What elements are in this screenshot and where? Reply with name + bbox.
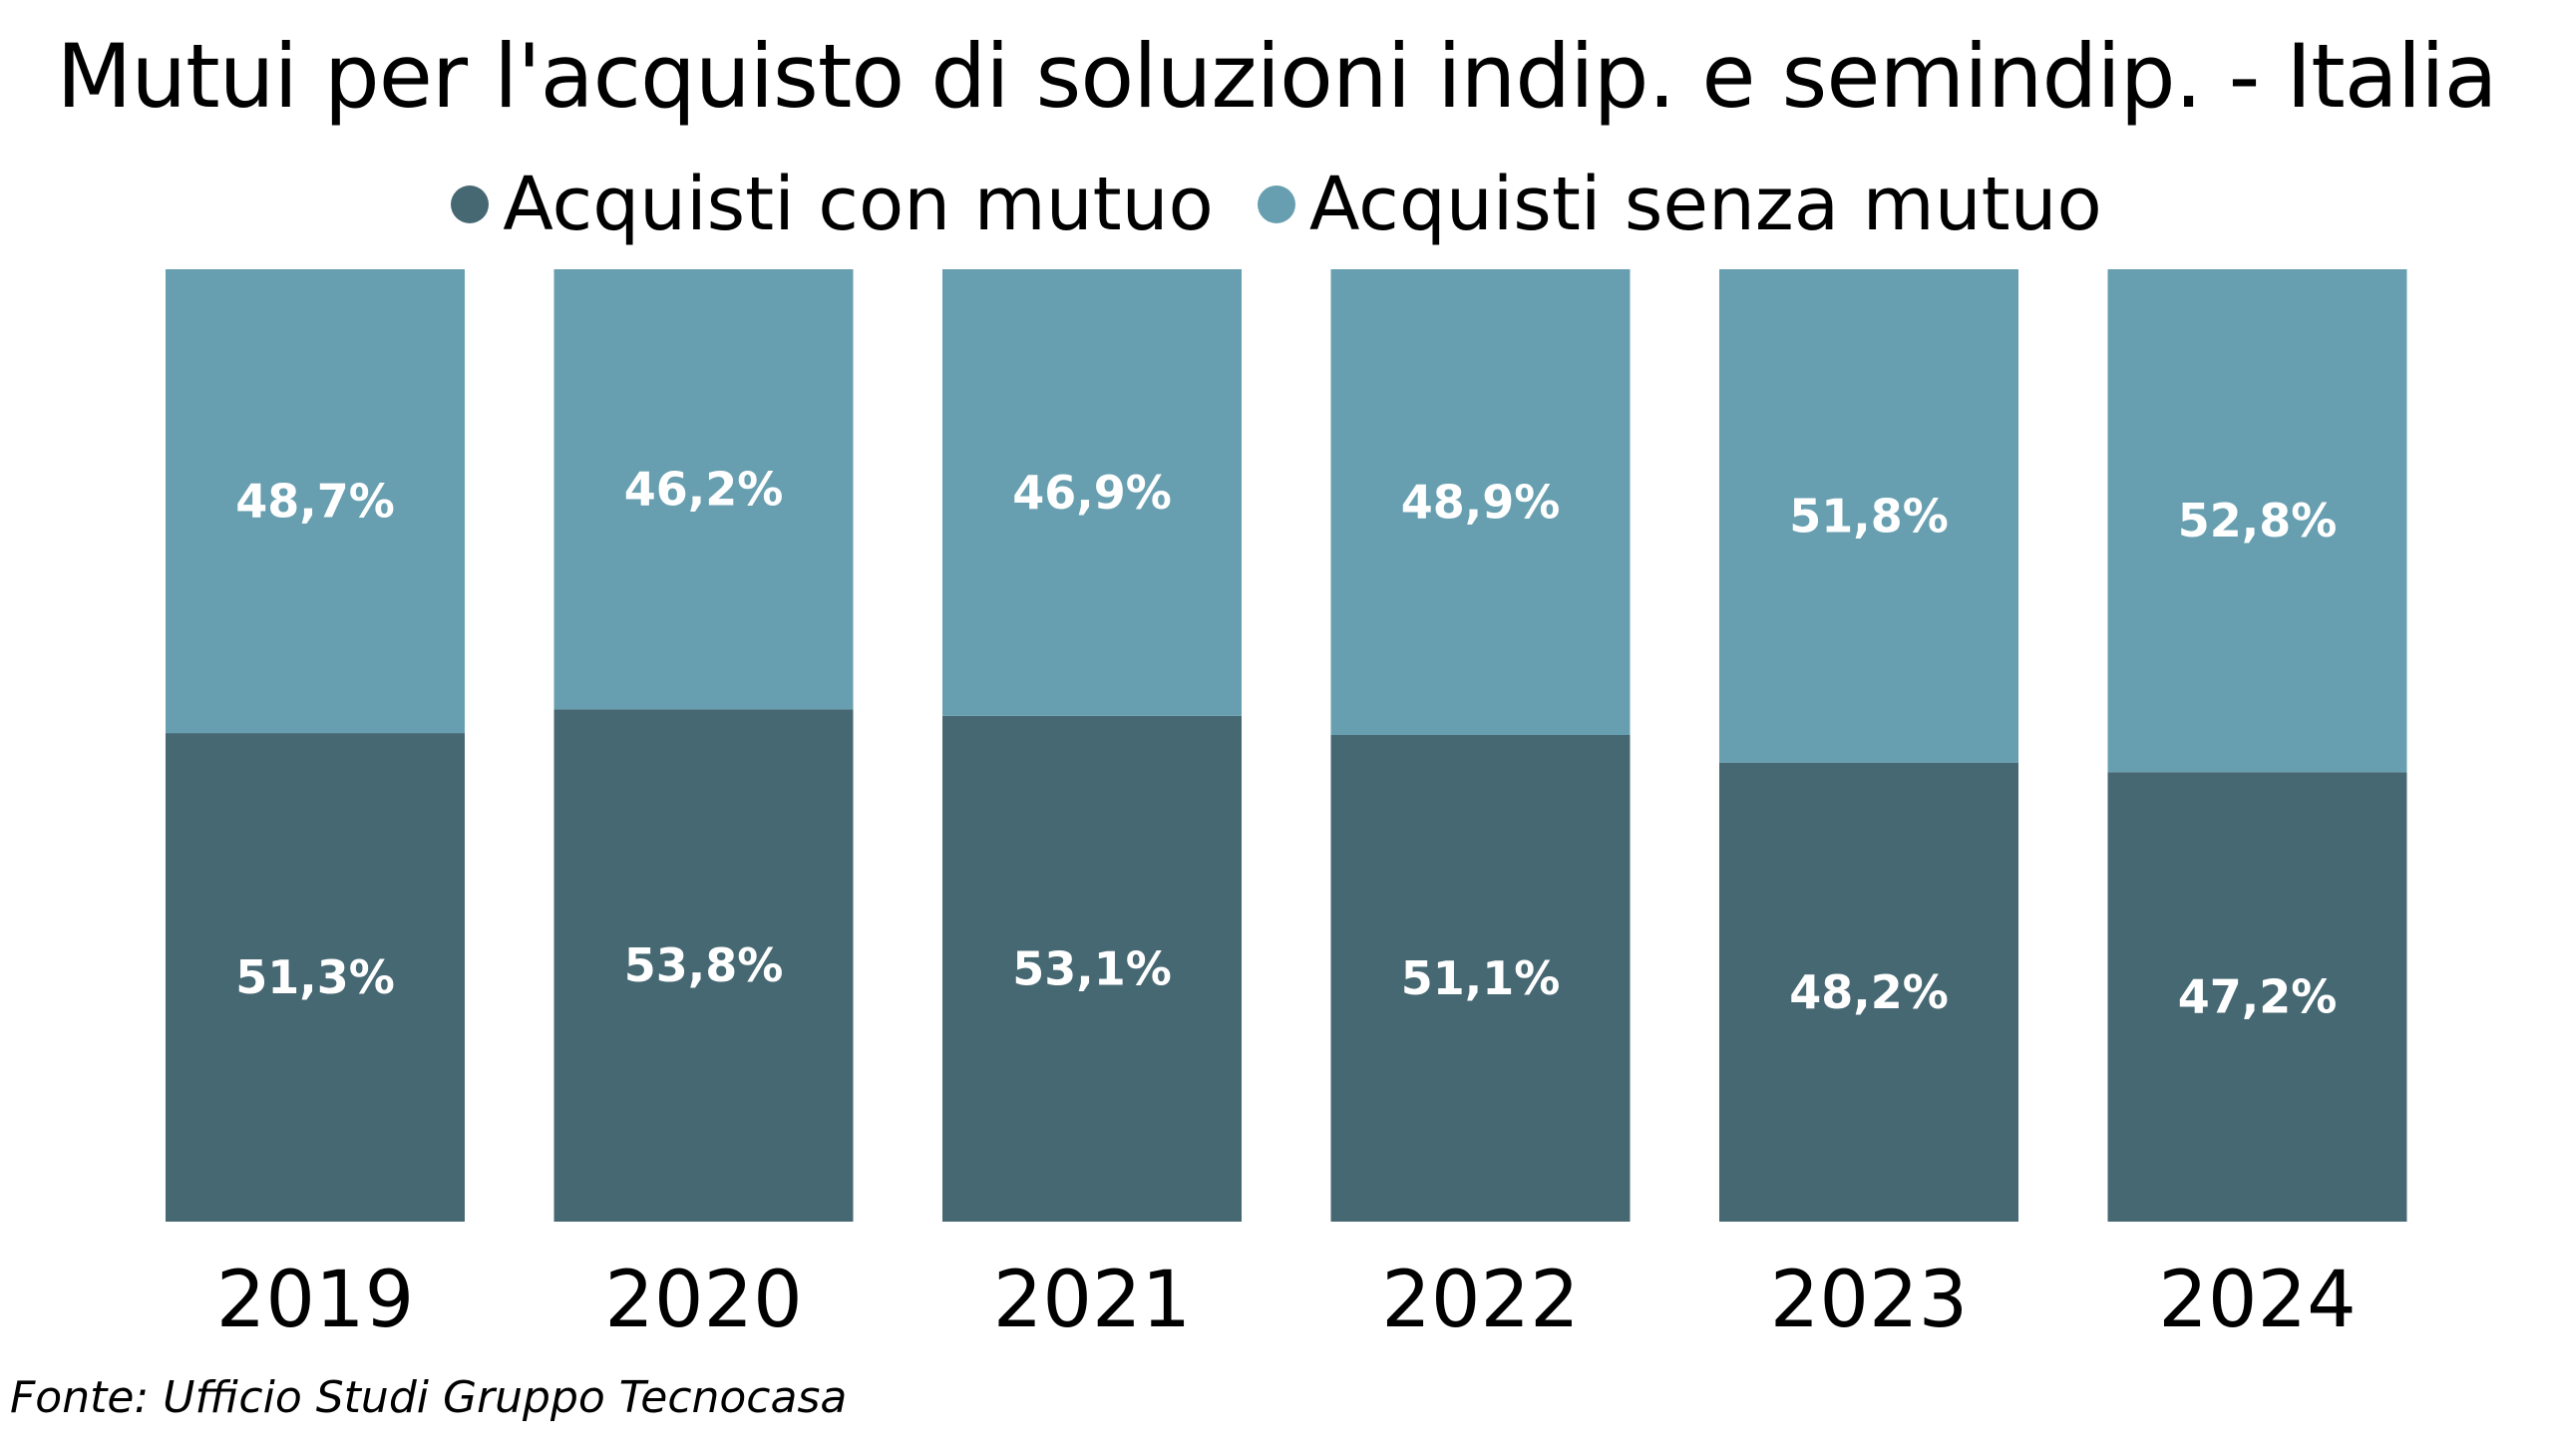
x-tick-label-2019: 2019 bbox=[216, 1256, 415, 1345]
bar-con-mutuo-2024 bbox=[2107, 772, 2407, 1222]
legend-marker-senza-mutuo bbox=[1257, 185, 1295, 223]
legend-item-con-mutuo: Acquisti con mutuo bbox=[451, 155, 1214, 254]
data-label-senza-mutuo-2024: 52,8% bbox=[2178, 494, 2338, 547]
bar-senza-mutuo-2021 bbox=[942, 269, 1242, 716]
data-label-senza-mutuo-2020: 46,2% bbox=[624, 463, 784, 517]
data-label-con-mutuo-2019: 51,3% bbox=[235, 950, 395, 1004]
data-label-senza-mutuo-2019: 48,7% bbox=[235, 475, 395, 529]
legend-item-senza-mutuo: Acquisti senza mutuo bbox=[1257, 155, 2102, 254]
bar-senza-mutuo-2022 bbox=[1330, 269, 1631, 735]
source-note: Fonte: Ufficio Studi Gruppo Tecnocasa bbox=[10, 1372, 848, 1423]
chart-title: Mutui per l'acquisto di soluzioni indip.… bbox=[56, 25, 2497, 128]
bar-senza-mutuo-2020 bbox=[553, 269, 854, 710]
data-label-senza-mutuo-2023: 51,8% bbox=[1789, 489, 1949, 543]
data-label-con-mutuo-2022: 51,1% bbox=[1401, 951, 1561, 1005]
x-tick-label-2020: 2020 bbox=[604, 1256, 803, 1345]
bar-senza-mutuo-2024 bbox=[2107, 269, 2407, 773]
legend-label-senza-mutuo: Acquisti senza mutuo bbox=[1308, 162, 2102, 247]
bar-senza-mutuo-2023 bbox=[1719, 269, 2018, 763]
bar-con-mutuo-2019 bbox=[166, 733, 465, 1222]
legend: Acquisti con mutuo Acquisti senza mutuo bbox=[0, 150, 2553, 259]
x-tick-label-2023: 2023 bbox=[1770, 1256, 1969, 1345]
bar-senza-mutuo-2019 bbox=[166, 269, 465, 734]
data-label-con-mutuo-2020: 53,8% bbox=[624, 938, 784, 992]
data-label-con-mutuo-2024: 47,2% bbox=[2178, 970, 2338, 1024]
data-label-con-mutuo-2021: 53,1% bbox=[1012, 941, 1172, 995]
bar-con-mutuo-2020 bbox=[553, 709, 854, 1222]
x-tick-label-2022: 2022 bbox=[1381, 1256, 1580, 1345]
data-label-senza-mutuo-2022: 48,9% bbox=[1401, 475, 1561, 529]
x-tick-label-2021: 2021 bbox=[993, 1256, 1192, 1345]
bar-con-mutuo-2022 bbox=[1330, 734, 1631, 1222]
bar-con-mutuo-2021 bbox=[942, 715, 1242, 1222]
x-tick-label-2024: 2024 bbox=[2158, 1256, 2357, 1345]
legend-label-con-mutuo: Acquisti con mutuo bbox=[503, 162, 1214, 247]
bar-con-mutuo-2023 bbox=[1719, 762, 2018, 1222]
data-label-senza-mutuo-2021: 46,9% bbox=[1012, 466, 1172, 520]
data-label-con-mutuo-2023: 48,2% bbox=[1789, 965, 1949, 1019]
legend-marker-con-mutuo bbox=[451, 185, 490, 223]
